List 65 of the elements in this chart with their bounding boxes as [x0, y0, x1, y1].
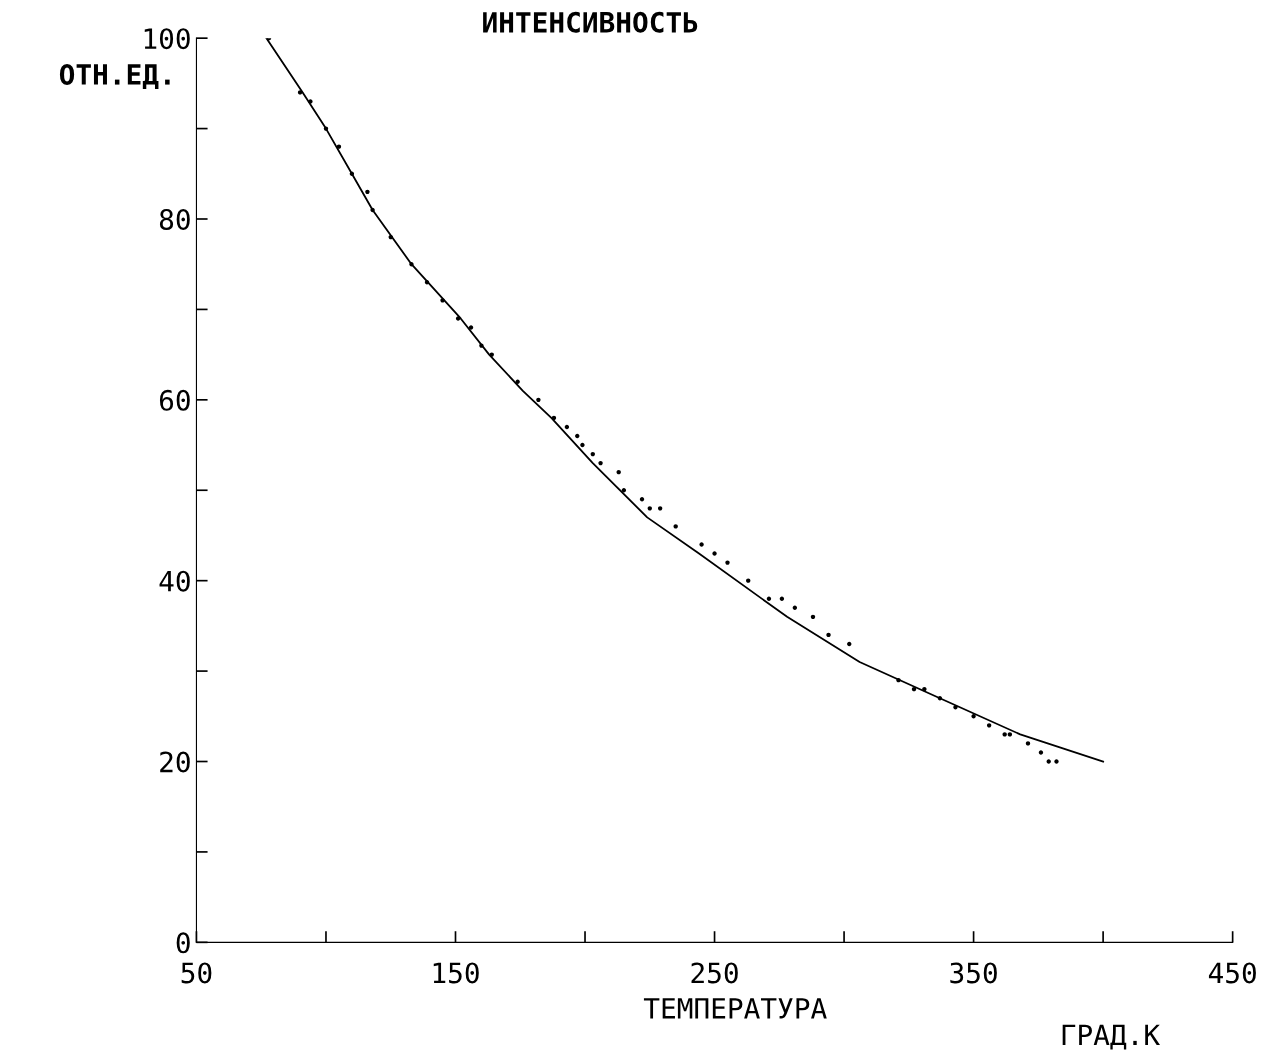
point	[365, 189, 370, 195]
y-tick-label: 100	[144, 28, 190, 50]
x-tick-label: 150	[433, 962, 479, 984]
point	[424, 280, 430, 285]
point	[1025, 741, 1031, 746]
point	[699, 542, 704, 547]
point	[639, 497, 645, 502]
point	[598, 460, 603, 466]
point	[564, 424, 570, 430]
point	[409, 262, 414, 267]
point	[455, 316, 461, 321]
point	[590, 451, 595, 457]
point	[953, 705, 958, 710]
point	[792, 605, 798, 610]
point	[937, 696, 943, 701]
point	[297, 90, 303, 95]
point	[349, 171, 355, 176]
point	[779, 596, 785, 601]
point	[657, 506, 663, 511]
point	[1007, 732, 1013, 737]
point	[536, 397, 541, 403]
y-tick-label: 20	[160, 751, 190, 773]
y-axis-title: ОТН.ЕД.	[59, 63, 170, 89]
point	[896, 677, 901, 683]
point	[468, 325, 474, 330]
x-tick-label: 250	[691, 962, 738, 984]
x-tick-label: 50	[181, 962, 212, 984]
x-tick-label: 350	[950, 962, 997, 984]
x-axis-title: ТЕМПЕРАТУРА	[643, 998, 827, 1019]
point	[847, 641, 852, 647]
point	[746, 578, 751, 583]
y-tick-label: 80	[159, 209, 190, 231]
point	[826, 632, 831, 638]
point	[766, 596, 772, 601]
point	[551, 415, 557, 421]
point	[489, 352, 494, 357]
point	[323, 126, 329, 131]
point	[479, 343, 484, 348]
point	[575, 433, 580, 439]
point	[388, 234, 393, 240]
point	[986, 723, 992, 728]
point	[647, 506, 652, 511]
line-series	[265, 38, 1105, 763]
point	[621, 488, 627, 493]
point	[308, 99, 313, 104]
x-tick-label: 450	[1208, 962, 1256, 984]
point	[1002, 732, 1007, 737]
point	[1038, 750, 1044, 755]
point	[673, 524, 678, 529]
point	[370, 207, 375, 213]
point	[616, 469, 621, 475]
point	[1046, 759, 1051, 764]
point	[440, 298, 445, 303]
y-tick-label: 60	[159, 389, 190, 411]
point	[922, 686, 927, 692]
point	[911, 686, 917, 692]
point	[971, 714, 976, 719]
point	[336, 144, 342, 149]
text: ГРАД.К	[1062, 1024, 1160, 1050]
y-tick-label: 40	[159, 570, 190, 592]
point	[515, 379, 520, 384]
point	[810, 614, 816, 620]
chart-title: ИНТЕНСИВНОСТЬ	[483, 11, 698, 33]
point	[580, 442, 585, 448]
y-tick-label: 0	[176, 932, 190, 954]
